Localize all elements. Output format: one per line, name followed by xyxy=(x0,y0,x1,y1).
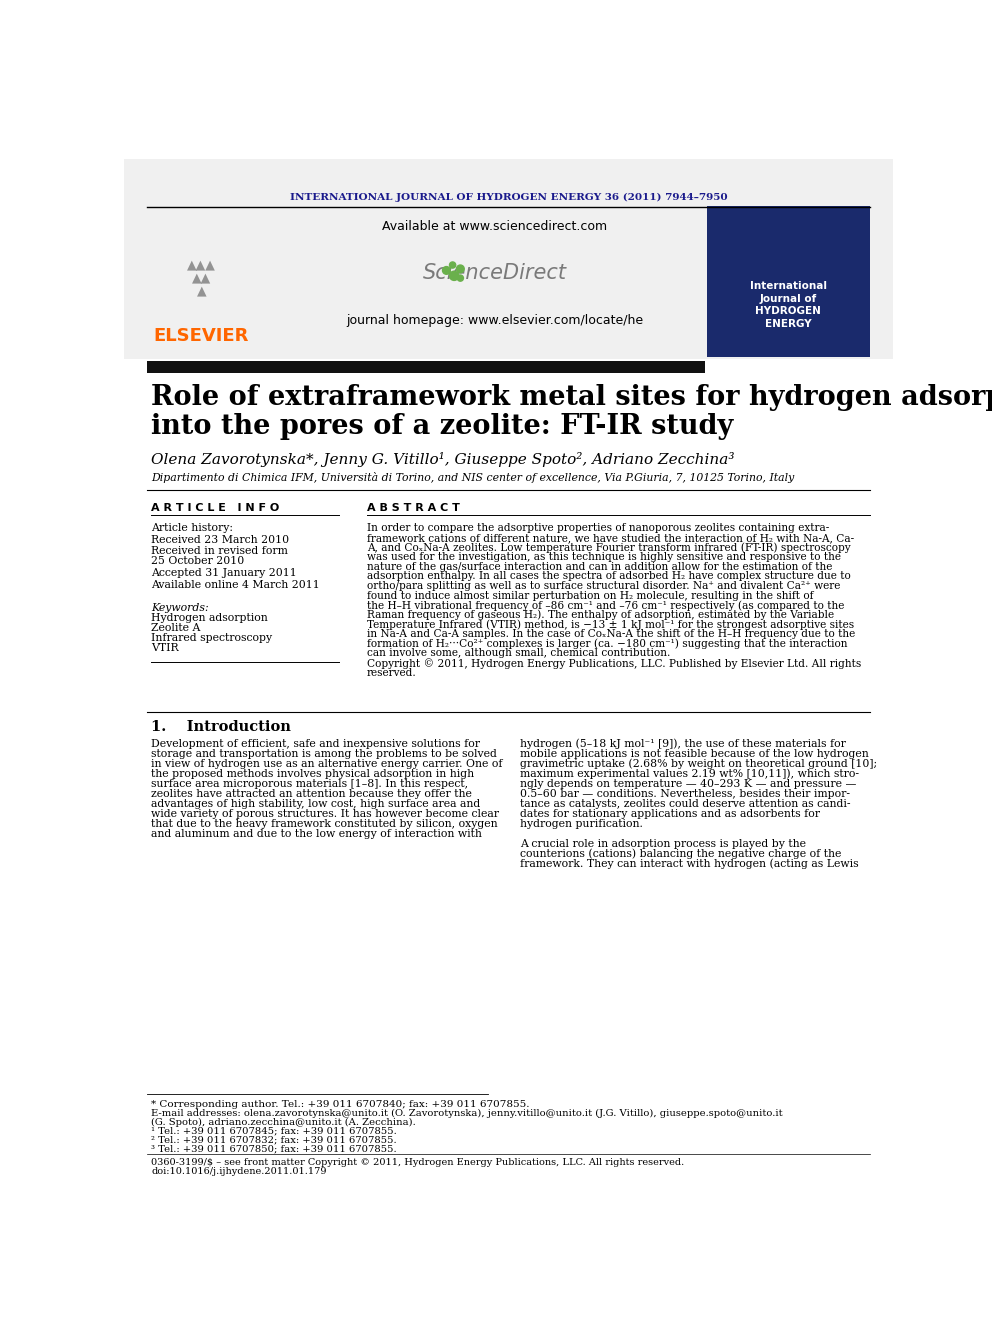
Text: In order to compare the adsorptive properties of nanoporous zeolites containing : In order to compare the adsorptive prope… xyxy=(367,524,829,533)
Text: can involve some, although small, chemical contribution.: can involve some, although small, chemic… xyxy=(367,648,670,659)
Text: was used for the investigation, as this technique is highly sensitive and respon: was used for the investigation, as this … xyxy=(367,552,840,562)
Text: that due to the heavy framework constituted by silicon, oxygen: that due to the heavy framework constitu… xyxy=(151,819,498,830)
Text: ³ Tel.: +39 011 6707850; fax: +39 011 6707855.: ³ Tel.: +39 011 6707850; fax: +39 011 67… xyxy=(151,1144,397,1154)
Text: Accepted 31 January 2011: Accepted 31 January 2011 xyxy=(151,568,297,578)
Text: Development of efficient, safe and inexpensive solutions for: Development of efficient, safe and inexp… xyxy=(151,740,480,749)
Text: in Na-A and Ca-A samples. In the case of CoₓNa-A the shift of the H–H frequency : in Na-A and Ca-A samples. In the case of… xyxy=(367,630,855,639)
Text: tance as catalysts, zeolites could deserve attention as candi-: tance as catalysts, zeolites could deser… xyxy=(520,799,850,810)
Text: the proposed methods involves physical adsorption in high: the proposed methods involves physical a… xyxy=(151,769,474,779)
Text: Hydrogen adsorption: Hydrogen adsorption xyxy=(151,614,268,623)
Text: dates for stationary applications and as adsorbents for: dates for stationary applications and as… xyxy=(520,810,820,819)
Text: ELSEVIER: ELSEVIER xyxy=(154,327,249,345)
Text: A R T I C L E   I N F O: A R T I C L E I N F O xyxy=(151,503,280,512)
Text: 1.    Introduction: 1. Introduction xyxy=(151,720,291,734)
Text: Copyright © 2011, Hydrogen Energy Publications, LLC. Published by Elsevier Ltd. : Copyright © 2011, Hydrogen Energy Public… xyxy=(367,658,861,668)
Text: journal homepage: www.elsevier.com/locate/he: journal homepage: www.elsevier.com/locat… xyxy=(346,314,643,327)
Text: ▲▲▲
▲▲
▲: ▲▲▲ ▲▲ ▲ xyxy=(187,258,216,298)
Text: ortho/para splitting as well as to surface structural disorder. Na⁺ and divalent: ortho/para splitting as well as to surfa… xyxy=(367,581,840,591)
Text: Infrared spectroscopy: Infrared spectroscopy xyxy=(151,634,272,643)
Text: hydrogen (5–18 kJ mol⁻¹ [9]), the use of these materials for: hydrogen (5–18 kJ mol⁻¹ [9]), the use of… xyxy=(520,738,846,749)
Text: ngly depends on temperature — 40–293 K — and pressure —: ngly depends on temperature — 40–293 K —… xyxy=(520,779,856,789)
Text: nature of the gas/surface interaction and can in addition allow for the estimati: nature of the gas/surface interaction an… xyxy=(367,562,832,572)
Text: INTERNATIONAL JOURNAL OF HYDROGEN ENERGY 36 (2011) 7944–7950: INTERNATIONAL JOURNAL OF HYDROGEN ENERGY… xyxy=(290,193,727,202)
Text: in view of hydrogen use as an alternative energy carrier. One of: in view of hydrogen use as an alternativ… xyxy=(151,759,503,769)
Text: mobile applications is not feasible because of the low hydrogen: mobile applications is not feasible beca… xyxy=(520,749,869,759)
Text: the H–H vibrational frequency of –86 cm⁻¹ and –76 cm⁻¹ respectively (as compared: the H–H vibrational frequency of –86 cm⁻… xyxy=(367,601,844,611)
Text: hydrogen purification.: hydrogen purification. xyxy=(520,819,643,830)
Text: maximum experimental values 2.19 wt% [10,11]), which stro-: maximum experimental values 2.19 wt% [10… xyxy=(520,769,859,779)
Text: formation of H₂···Co²⁺ complexes is larger (ca. −180 cm⁻¹) suggesting that the i: formation of H₂···Co²⁺ complexes is larg… xyxy=(367,639,847,650)
Text: found to induce almost similar perturbation on H₂ molecule, resulting in the shi: found to induce almost similar perturbat… xyxy=(367,591,813,601)
Text: zeolites have attracted an attention because they offer the: zeolites have attracted an attention bec… xyxy=(151,789,472,799)
Text: VTIR: VTIR xyxy=(151,643,179,654)
Text: Temperature Infrared (VTIR) method, is −13 ± 1 kJ mol⁻¹ for the strongest adsorp: Temperature Infrared (VTIR) method, is −… xyxy=(367,619,854,630)
Circle shape xyxy=(442,266,450,274)
Circle shape xyxy=(449,271,458,280)
Text: Dipartimento di Chimica IFM, Università di Torino, and NIS center of excellence,: Dipartimento di Chimica IFM, Università … xyxy=(151,472,795,483)
Text: counterions (cations) balancing the negative charge of the: counterions (cations) balancing the nega… xyxy=(520,849,841,860)
Text: Zeolite A: Zeolite A xyxy=(151,623,200,634)
Text: into the pores of a zeolite: FT-IR study: into the pores of a zeolite: FT-IR study xyxy=(151,413,733,441)
Text: A crucial role in adsorption process is played by the: A crucial role in adsorption process is … xyxy=(520,839,806,849)
Text: A B S T R A C T: A B S T R A C T xyxy=(367,503,459,512)
Text: surface area microporous materials [1–8]. In this respect,: surface area microporous materials [1–8]… xyxy=(151,779,468,789)
Bar xyxy=(706,206,870,357)
Text: Received in revised form: Received in revised form xyxy=(151,546,288,557)
Text: advantages of high stability, low cost, high surface area and: advantages of high stability, low cost, … xyxy=(151,799,480,810)
Text: Keywords:: Keywords: xyxy=(151,603,208,613)
Text: reserved.: reserved. xyxy=(367,668,417,677)
Circle shape xyxy=(456,265,464,273)
Bar xyxy=(124,159,893,359)
Text: 0.5–60 bar — conditions. Nevertheless, besides their impor-: 0.5–60 bar — conditions. Nevertheless, b… xyxy=(520,789,850,799)
Circle shape xyxy=(457,275,463,282)
Text: (G. Spoto), adriano.zecchina@unito.it (A. Zecchina).: (G. Spoto), adriano.zecchina@unito.it (A… xyxy=(151,1118,416,1127)
Text: International
Journal of
HYDROGEN
ENERGY: International Journal of HYDROGEN ENERGY xyxy=(750,282,826,328)
Text: storage and transportation is among the problems to be solved: storage and transportation is among the … xyxy=(151,749,497,759)
Text: framework. They can interact with hydrogen (acting as Lewis: framework. They can interact with hydrog… xyxy=(520,859,859,869)
Text: Raman frequency of gaseous H₂). The enthalpy of adsorption, estimated by the Var: Raman frequency of gaseous H₂). The enth… xyxy=(367,610,833,620)
Text: A, and CoₓNa-A zeolites. Low temperature Fourier transform infrared (FT-IR) spec: A, and CoₓNa-A zeolites. Low temperature… xyxy=(367,542,850,553)
Text: ScienceDirect: ScienceDirect xyxy=(423,263,566,283)
Text: Olena Zavorotynska*, Jenny G. Vitillo¹, Giuseppe Spoto², Adriano Zecchina³: Olena Zavorotynska*, Jenny G. Vitillo¹, … xyxy=(151,451,735,467)
Circle shape xyxy=(449,262,455,269)
Text: 25 October 2010: 25 October 2010 xyxy=(151,557,244,566)
Text: ¹ Tel.: +39 011 6707845; fax: +39 011 6707855.: ¹ Tel.: +39 011 6707845; fax: +39 011 67… xyxy=(151,1126,397,1135)
Text: and aluminum and due to the low energy of interaction with: and aluminum and due to the low energy o… xyxy=(151,830,482,839)
Text: Role of extraframework metal sites for hydrogen adsorption: Role of extraframework metal sites for h… xyxy=(151,384,992,411)
Bar xyxy=(147,360,705,373)
Text: doi:10.1016/j.ijhydene.2011.01.179: doi:10.1016/j.ijhydene.2011.01.179 xyxy=(151,1167,326,1176)
Text: Article history:: Article history: xyxy=(151,524,233,533)
Text: Received 23 March 2010: Received 23 March 2010 xyxy=(151,534,290,545)
Text: Available online 4 March 2011: Available online 4 March 2011 xyxy=(151,579,319,590)
Text: gravimetric uptake (2.68% by weight on theoretical ground [10];: gravimetric uptake (2.68% by weight on t… xyxy=(520,758,877,769)
Text: ² Tel.: +39 011 6707832; fax: +39 011 6707855.: ² Tel.: +39 011 6707832; fax: +39 011 67… xyxy=(151,1135,397,1144)
Text: 0360-3199/$ – see front matter Copyright © 2011, Hydrogen Energy Publications, L: 0360-3199/$ – see front matter Copyright… xyxy=(151,1158,684,1167)
Text: * Corresponding author. Tel.: +39 011 6707840; fax: +39 011 6707855.: * Corresponding author. Tel.: +39 011 67… xyxy=(151,1099,530,1109)
Text: E-mail addresses: olena.zavorotynska@unito.it (O. Zavorotynska), jenny.vitillo@u: E-mail addresses: olena.zavorotynska@uni… xyxy=(151,1109,783,1118)
Text: wide variety of porous structures. It has however become clear: wide variety of porous structures. It ha… xyxy=(151,810,499,819)
Text: framework cations of different nature, we have studied the interaction of H₂ wit: framework cations of different nature, w… xyxy=(367,533,854,542)
Text: Available at www.sciencedirect.com: Available at www.sciencedirect.com xyxy=(382,220,607,233)
Text: adsorption enthalpy. In all cases the spectra of adsorbed H₂ have complex struct: adsorption enthalpy. In all cases the sp… xyxy=(367,572,850,582)
